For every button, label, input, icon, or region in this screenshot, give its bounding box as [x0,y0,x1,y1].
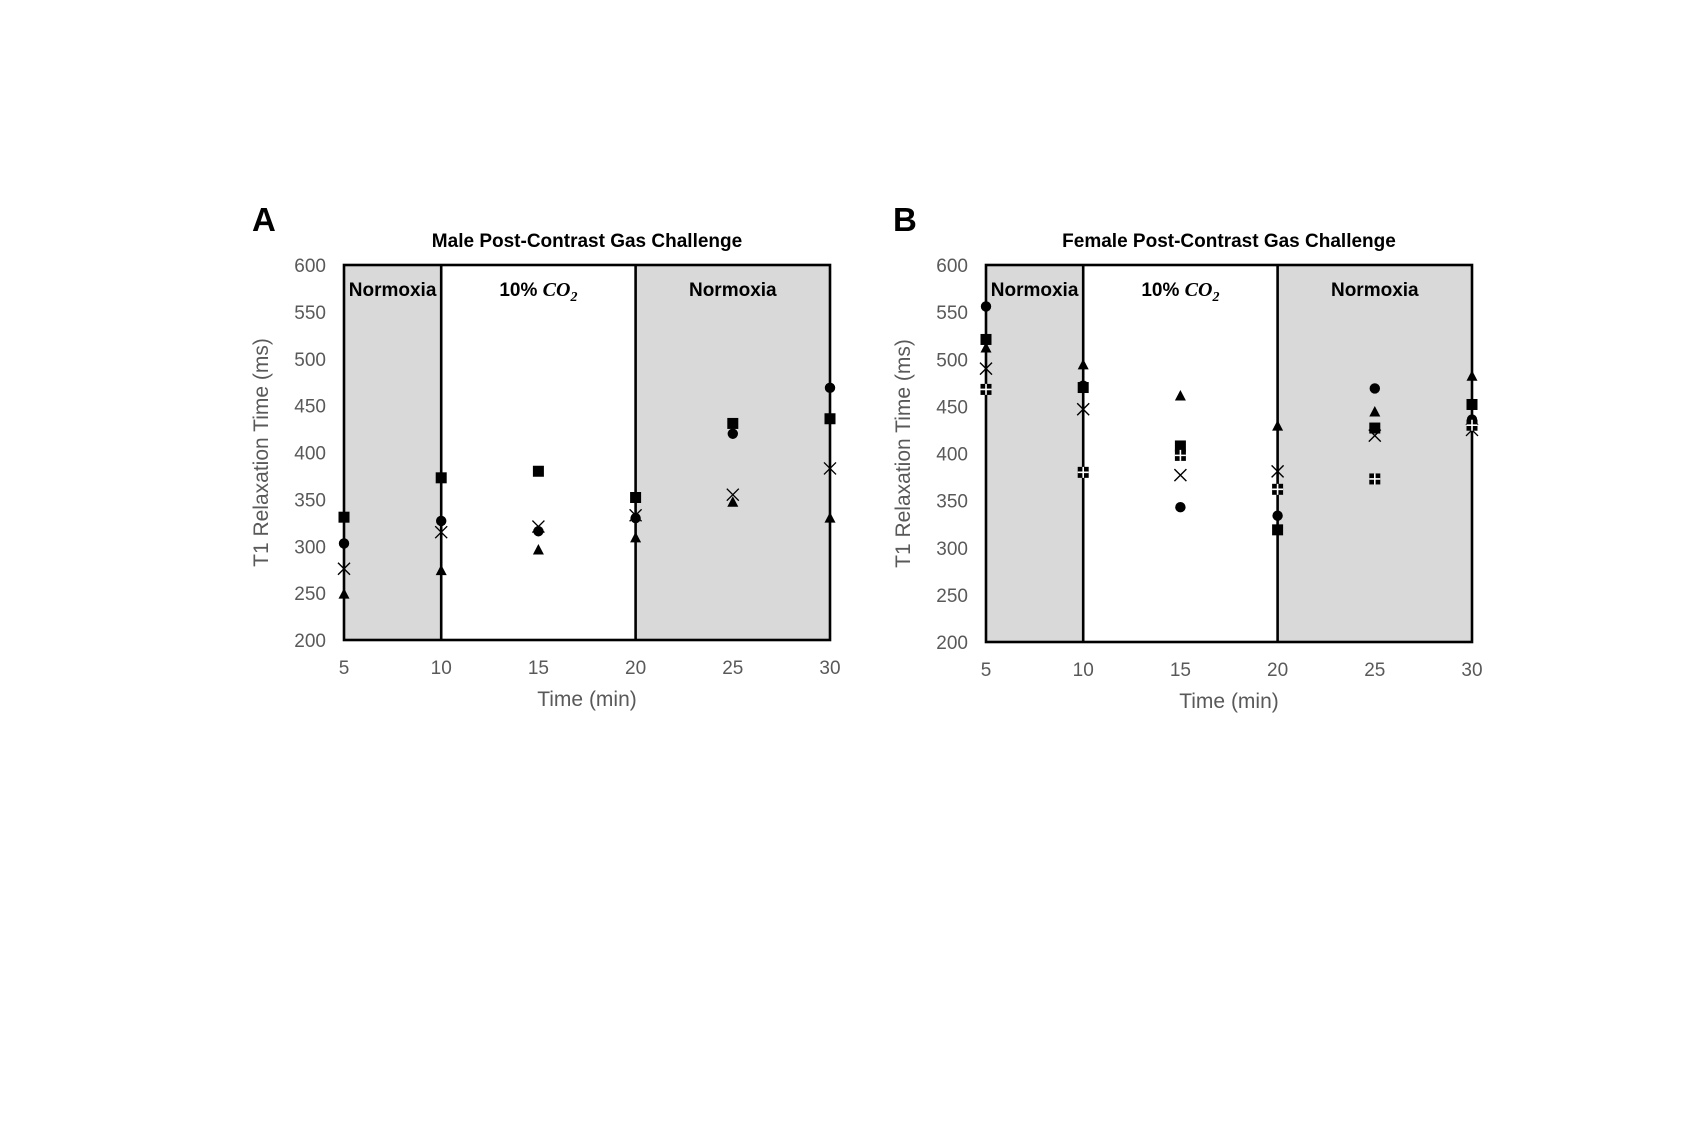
data-point-x [979,362,993,376]
x-axis-label: Time (min) [1179,690,1279,713]
data-point-x [629,508,643,522]
data-point-x [1368,429,1382,443]
data-point-square [980,333,992,345]
data-point-triangle [1174,390,1186,401]
chart-male: Normoxia 10% CO2 Normoxia A Male Post-Contra… [250,201,841,711]
x-tick-label: 30 [1461,660,1482,681]
gas-label: 10% CO2 [499,279,577,305]
x-tick-label: 15 [528,658,549,679]
data-point-square [824,413,836,425]
x-tick-label: 30 [819,658,840,679]
chart-female: Normoxia 10% CO2 Normoxia B Female Post-Cont… [892,201,1483,713]
data-point-square [1174,440,1186,452]
x-axis-label: Time (min) [537,688,637,711]
data-point-x [823,461,837,475]
data-point-x [434,525,448,539]
shaded-region [344,265,442,640]
chart-title: Male Post-Contrast Gas Challenge [432,231,742,252]
y-tick-label: 550 [936,303,968,324]
data-point-circle [630,512,641,524]
data-point-triangle [532,544,544,555]
data-point-circle [727,428,738,439]
data-point-x [337,562,351,576]
data-point-triangle [1272,420,1284,431]
x-tick-label: 10 [431,658,452,679]
y-tick-label: 600 [294,256,326,277]
y-tick-label: 250 [294,584,326,605]
y-tick-label: 550 [294,303,326,324]
data-point-triangle [1466,370,1478,381]
x-tick-label: 15 [1170,660,1191,681]
data-point-square [1272,524,1284,536]
data-point-x [726,488,740,502]
data-point-circle [980,301,992,312]
y-tick-label: 350 [936,492,968,513]
data-point-square [1369,422,1381,434]
region-label: Normoxia [1331,280,1419,301]
data-point-triangle [1369,406,1381,417]
y-tick-label: 450 [294,397,326,418]
y-tick-label: 500 [294,350,326,371]
data-point-x [1173,468,1187,482]
data-point-triangle [1077,358,1089,370]
region-label: Normoxia [689,280,777,301]
chart-title: Female Post-Contrast Gas Challenge [1062,231,1396,252]
x-tick-label: 20 [625,658,646,679]
data-point-circle [1175,502,1186,513]
data-point-square [435,472,447,484]
data-point-circle [533,526,544,537]
y-tick-label: 200 [936,633,968,654]
data-point-square [630,492,642,503]
y-tick-label: 350 [294,490,326,511]
x-tick-label: 10 [1073,660,1094,681]
x-tick-label: 20 [1267,660,1288,681]
data-point-square [727,417,739,429]
x-tick-label: 5 [339,658,350,679]
x-tick-label: 5 [981,660,992,681]
shaded-region [986,265,1084,642]
region-label: Normoxia [349,280,437,301]
data-point-triangle [980,341,992,353]
data-point-circle [1078,380,1089,391]
data-point-x [1076,402,1090,416]
data-point-circle [1369,383,1381,394]
data-point-triangle [824,512,836,523]
data-point-triangle [727,496,739,507]
panel-label: A [252,201,276,238]
shaded-region [1277,265,1472,642]
data-point-square [338,511,350,523]
data-point-circle [338,538,350,549]
data-point-circle [824,382,836,394]
y-tick-label: 400 [294,444,326,465]
y-tick-label: 600 [936,256,968,277]
y-axis-label: T1 Relaxation Time (ms) [250,338,273,567]
y-axis-label: T1 Relaxation Time (ms) [892,339,915,568]
region-label: Normoxia [991,280,1079,301]
y-tick-label: 300 [936,539,968,560]
plot-frame [984,263,1474,644]
data-point-square [532,465,544,477]
shaded-region [635,265,830,640]
x-tick-label: 25 [1364,660,1385,681]
data-point-triangle [630,531,642,543]
data-point-x [1271,464,1285,478]
data-point-triangle [435,564,447,576]
y-tick-label: 450 [936,397,968,418]
data-point-triangle [338,588,350,599]
y-tick-label: 500 [936,350,968,371]
data-point-x [531,520,545,534]
x-tick-label: 25 [722,658,743,679]
y-tick-label: 300 [294,537,326,558]
y-tick-label: 400 [936,445,968,466]
data-point-square [1466,398,1478,410]
plot-frame [342,263,832,642]
panel-label: B [893,201,917,238]
data-point-circle [436,515,447,527]
data-point-circle [1272,510,1283,521]
gas-label: 10% CO2 [1141,279,1219,305]
y-tick-label: 200 [294,631,326,652]
y-tick-label: 250 [936,586,968,607]
